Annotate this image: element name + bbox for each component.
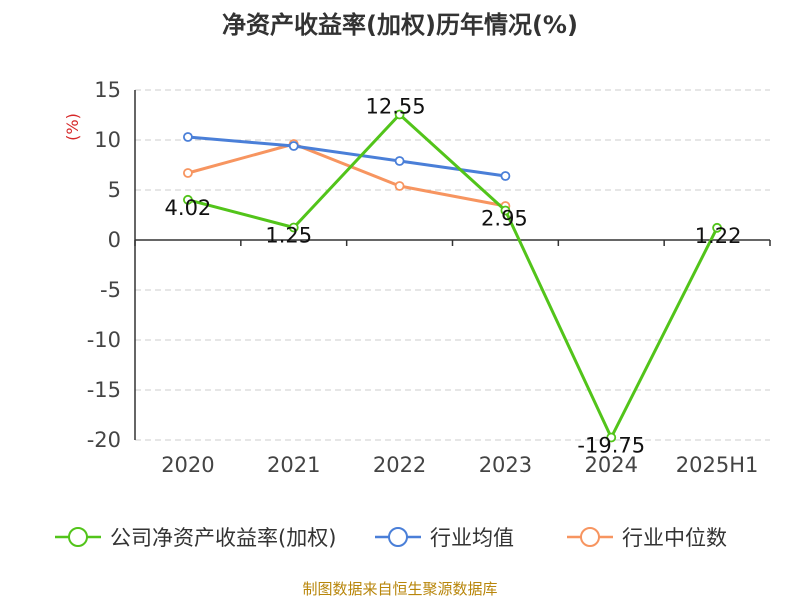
y-tick-label: 15	[94, 78, 121, 102]
series-point-0	[183, 194, 193, 205]
series-lines	[183, 109, 722, 443]
y-tick-label: 0	[108, 228, 121, 252]
x-tick-label: 2020	[161, 453, 214, 477]
legend-label: 行业中位数	[622, 526, 727, 550]
legend-marker	[68, 527, 88, 547]
series-point-0	[606, 432, 617, 443]
chart-title: 净资产收益率(加权)历年情况(%)	[222, 11, 578, 39]
series-point-0	[394, 109, 405, 120]
data-label: 2.95	[481, 207, 528, 231]
series-point-1	[500, 171, 511, 181]
y-tick-label: -20	[87, 428, 121, 452]
x-tick-label: 2021	[267, 453, 320, 477]
y-tick-label: -5	[100, 278, 121, 302]
y-tick-label: 10	[94, 128, 121, 152]
y-tick-label: 5	[108, 178, 121, 202]
series-line-0	[187, 113, 719, 439]
y-tick-label: -10	[87, 328, 121, 352]
data-label: 1.22	[695, 224, 742, 248]
data-label: 1.25	[265, 224, 312, 248]
y-axis-label: (%)	[63, 113, 82, 141]
x-tick-label: 2024	[585, 453, 638, 477]
series-point-0	[500, 205, 511, 216]
x-tick-label: 2025H1	[676, 453, 759, 477]
x-tick-label: 2022	[373, 453, 426, 477]
y-tick-labels: 15 10 5 0 -5 -10 -15 -20	[87, 78, 121, 452]
series-point-2	[394, 181, 405, 191]
series-line-1	[187, 135, 506, 178]
data-label: -19.75	[577, 434, 645, 458]
source-note: 制图数据来自恒生聚源数据库	[302, 580, 497, 598]
series-point-1	[394, 156, 405, 166]
y-tick-label: -15	[87, 378, 121, 402]
x-tick-label: 2023	[479, 453, 532, 477]
series-point-1	[288, 141, 299, 151]
legend: 公司净资产收益率(加权) 行业均值 行业中位数	[55, 526, 727, 550]
legend-marker	[388, 527, 408, 547]
gridlines	[135, 89, 770, 441]
data-label: 12.55	[366, 95, 426, 119]
series-point-2	[183, 168, 193, 178]
x-axis: 2020 2021 2022 2023 2024 2025H1	[134, 90, 771, 477]
legend-marker	[580, 527, 600, 547]
series-point-1	[183, 132, 193, 142]
series-point-0	[288, 222, 299, 233]
data-label: 4.02	[165, 196, 212, 220]
legend-label: 公司净资产收益率(加权)	[110, 526, 336, 550]
legend-label: 行业均值	[430, 526, 514, 550]
series-point-0	[712, 222, 722, 233]
data-labels: 4.02 1.25 12.55 2.95 -19.75 1.22	[165, 95, 742, 458]
series-line-2	[187, 142, 506, 208]
